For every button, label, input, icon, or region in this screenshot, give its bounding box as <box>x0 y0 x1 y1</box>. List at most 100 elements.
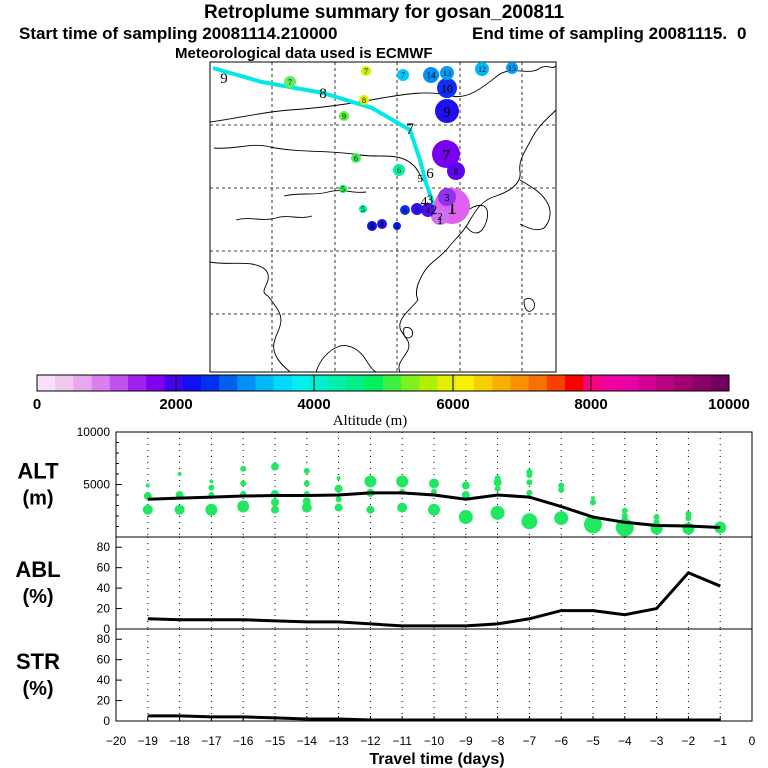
map-cluster-label: 6 <box>354 154 358 163</box>
colorbar-tick-label: 2000 <box>159 396 192 413</box>
x-tick-label: −2 <box>682 734 696 748</box>
map-day-label: 1 <box>437 213 443 227</box>
alt-cluster-point <box>431 488 437 495</box>
alt-cluster-point <box>301 502 312 513</box>
map-day-label: 6 <box>426 166 434 182</box>
x-tick-label: −4 <box>618 734 632 748</box>
map-day-label: 8 <box>319 86 327 102</box>
panel-alt: 10000 5000 ALT (m) <box>17 425 753 538</box>
colorbar-cell <box>164 375 184 391</box>
map-cluster-label: 3 <box>395 222 399 231</box>
alt-cluster-point <box>396 475 409 488</box>
map-cluster-marker <box>437 78 457 98</box>
colorbar-cell <box>291 375 311 391</box>
colorbar-cell <box>510 375 530 391</box>
alt-cluster-point <box>205 503 218 516</box>
x-tick-label: −7 <box>523 734 537 748</box>
x-tick-label: −10 <box>424 734 445 748</box>
colorbar-tick-label: 0 <box>33 396 41 413</box>
colorbar-cell <box>328 375 347 391</box>
panel-ylabel: ALT <box>17 459 59 484</box>
alt-cluster-point <box>526 479 533 486</box>
map-cluster-label: 4 <box>370 222 374 231</box>
colorbar-cell <box>73 375 93 391</box>
alt-cluster-point <box>302 497 311 506</box>
alt-cluster-point <box>397 502 408 513</box>
colorbar-cell <box>674 375 693 391</box>
colorbar-tick-label: 6000 <box>436 396 469 413</box>
map-cluster-label: 9 <box>342 112 346 121</box>
colorbar-cell <box>565 375 584 391</box>
map-cluster-marker <box>475 62 489 76</box>
colorbar-cell <box>55 375 74 391</box>
x-axis-label: Travel time (days) <box>369 751 504 768</box>
colorbar-cell <box>237 375 256 391</box>
colorbar-cell <box>492 375 511 391</box>
colorbar-cell <box>474 375 493 391</box>
alt-cluster-point <box>494 475 501 482</box>
map-cluster-marker <box>351 153 361 163</box>
alt-cluster-point <box>366 505 375 514</box>
colorbar-cell <box>146 375 165 391</box>
y-tick-label: 80 <box>97 632 111 646</box>
met-data-label: Meteorological data used is ECMWF <box>175 45 433 62</box>
map-day-label: 3 <box>427 192 434 207</box>
chart-title: Retroplume summary for gosan_200811 <box>203 2 565 23</box>
map-cluster-marker <box>400 205 410 215</box>
alt-cluster-point <box>142 504 153 515</box>
map-graticule <box>210 62 556 372</box>
colorbar-cell <box>619 375 639 391</box>
alt-cluster-point <box>461 481 470 490</box>
map-cluster-label: 14 <box>427 71 437 81</box>
alt-cluster-point <box>685 515 692 522</box>
map-cluster-label: 8 <box>362 96 366 105</box>
map-day-label: 2 <box>431 202 438 217</box>
alt-cluster-point <box>336 476 341 481</box>
alt-cluster-point <box>334 503 343 512</box>
alt-cluster-point <box>653 514 660 521</box>
map-cluster-marker <box>377 219 387 229</box>
map-cluster-label: 6 <box>403 206 407 215</box>
map-cluster-label: 4 <box>426 206 430 215</box>
colorbar-cell <box>219 375 238 391</box>
map-cluster-marker <box>447 162 465 180</box>
alt-cluster-point <box>590 499 596 506</box>
map-cluster-label: 3 <box>445 193 450 204</box>
end-time-value: 0 <box>737 24 747 43</box>
colorbar-cell <box>601 375 621 391</box>
colorbar-cell <box>128 375 147 391</box>
colorbar-cell <box>273 375 293 391</box>
alt-cluster-point <box>584 515 602 534</box>
y-tick-label: 40 <box>97 673 111 687</box>
y-tick-label: 0 <box>103 714 110 728</box>
colorbar-cell <box>91 375 111 391</box>
map-cluster-marker <box>339 185 347 193</box>
map-cluster-label: 2 <box>438 212 443 223</box>
colorbar-label: Altitude (m) <box>333 413 408 429</box>
x-tick-label: −19 <box>138 734 159 748</box>
map-cluster-marker <box>397 69 409 81</box>
alt-cluster-point <box>558 486 565 493</box>
x-tick-label: −12 <box>360 734 381 748</box>
map-cluster-marker <box>359 95 369 105</box>
x-tick-label: −3 <box>650 734 664 748</box>
map-day-label: 4 <box>421 195 428 210</box>
x-tick-label: −20 <box>106 734 127 748</box>
y-tick-label: 20 <box>97 694 111 708</box>
map-cluster-marker <box>411 203 423 215</box>
alt-cluster-point <box>490 505 505 520</box>
x-tick-label: 0 <box>749 734 756 748</box>
map-cluster-marker <box>361 66 371 76</box>
alt-cluster-point <box>558 482 565 489</box>
colorbar-cell <box>310 375 329 391</box>
alt-cluster-point <box>237 500 250 513</box>
alt-cluster-point <box>526 489 533 496</box>
coastlines <box>209 65 557 373</box>
colorbar-tick-label: 10000 <box>708 396 750 413</box>
y-tick-label: 20 <box>97 602 111 616</box>
alt-cluster-point <box>145 483 150 488</box>
colorbar-cell <box>364 375 384 391</box>
